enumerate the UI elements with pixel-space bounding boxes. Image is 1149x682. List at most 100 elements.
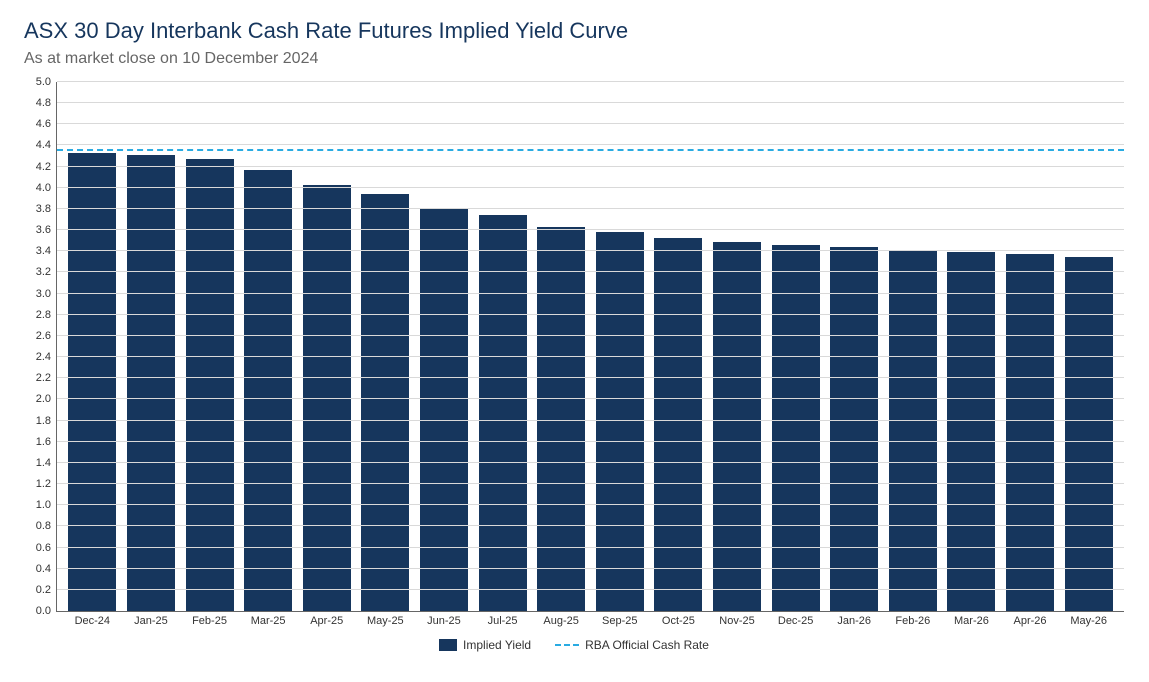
grid-line [57,166,1124,167]
bar-slot: Jun-25 [415,82,474,611]
legend: Implied Yield RBA Official Cash Rate [24,638,1124,652]
bar [68,153,116,611]
bar-slot: Apr-25 [297,82,356,611]
x-tick-label: Mar-26 [954,615,989,627]
y-tick-label: 4.0 [36,182,51,194]
x-tick-label: Jun-25 [427,615,461,627]
x-tick-label: Apr-26 [1014,615,1047,627]
legend-swatch-bar [439,639,457,651]
bar [1065,257,1113,611]
bar [889,250,937,611]
bar [772,245,820,611]
grid-line [57,335,1124,336]
bar-slot: Apr-26 [1001,82,1060,611]
grid-line [57,462,1124,463]
y-tick-label: 4.6 [36,118,51,130]
x-tick-label: Mar-25 [251,615,286,627]
bar-slot: Dec-24 [63,82,122,611]
grid-line [57,187,1124,188]
grid-line [57,547,1124,548]
x-tick-label: Feb-26 [895,615,930,627]
bar [479,215,527,611]
chart-container: Dec-24Jan-25Feb-25Mar-25Apr-25May-25Jun-… [24,82,1124,652]
x-tick-label: Apr-25 [310,615,343,627]
bar-slot: Aug-25 [532,82,591,611]
bar-slot: Sep-25 [590,82,649,611]
y-tick-label: 4.8 [36,97,51,109]
grid-line [57,81,1124,82]
y-tick-label: 3.0 [36,288,51,300]
y-tick-label: 0.8 [36,520,51,532]
bar-slot: May-25 [356,82,415,611]
bar-slot: Feb-25 [180,82,239,611]
y-tick-label: 1.2 [36,478,51,490]
x-tick-label: Nov-25 [719,615,754,627]
grid-line [57,377,1124,378]
legend-label: RBA Official Cash Rate [585,638,709,652]
grid-line [57,504,1124,505]
bar-slot: Feb-26 [884,82,943,611]
y-tick-label: 2.8 [36,309,51,321]
y-tick-label: 2.2 [36,372,51,384]
bar [127,155,175,611]
y-tick-label: 4.4 [36,139,51,151]
x-tick-label: Aug-25 [543,615,578,627]
bars-group: Dec-24Jan-25Feb-25Mar-25Apr-25May-25Jun-… [57,82,1124,611]
bar [420,208,468,611]
bar [1006,254,1054,611]
y-tick-label: 3.2 [36,266,51,278]
y-tick-label: 0.2 [36,584,51,596]
x-tick-label: Dec-24 [75,615,110,627]
bar [244,170,292,611]
grid-line [57,229,1124,230]
grid-line [57,420,1124,421]
grid-line [57,144,1124,145]
grid-line [57,314,1124,315]
x-tick-label: May-25 [367,615,404,627]
y-tick-label: 5.0 [36,76,51,88]
bar [713,242,761,611]
grid-line [57,525,1124,526]
y-tick-label: 3.4 [36,245,51,257]
bar-slot: May-26 [1059,82,1118,611]
y-tick-label: 4.2 [36,161,51,173]
y-tick-label: 2.0 [36,393,51,405]
legend-swatch-line [555,644,579,646]
legend-item-rba-rate: RBA Official Cash Rate [555,638,709,652]
bar-slot: Jan-26 [825,82,884,611]
grid-line [57,441,1124,442]
y-tick-label: 0.4 [36,563,51,575]
y-tick-label: 2.6 [36,330,51,342]
grid-line [57,398,1124,399]
bar-slot: Mar-25 [239,82,298,611]
bar [361,194,409,611]
plot-area: Dec-24Jan-25Feb-25Mar-25Apr-25May-25Jun-… [56,82,1124,612]
bar [830,247,878,611]
grid-line [57,293,1124,294]
bar-slot: Jan-25 [122,82,181,611]
bar-slot: Dec-25 [766,82,825,611]
bar [596,232,644,611]
legend-label: Implied Yield [463,638,531,652]
reference-line [57,149,1124,151]
grid-line [57,250,1124,251]
grid-line [57,483,1124,484]
bar [186,159,234,611]
x-tick-label: Jan-26 [837,615,871,627]
y-tick-label: 2.4 [36,351,51,363]
chart-title: ASX 30 Day Interbank Cash Rate Futures I… [24,18,1125,44]
y-tick-label: 1.8 [36,415,51,427]
x-tick-label: Jan-25 [134,615,168,627]
x-tick-label: Feb-25 [192,615,227,627]
bar-slot: Mar-26 [942,82,1001,611]
grid-line [57,589,1124,590]
bar [947,252,995,611]
grid-line [57,271,1124,272]
grid-line [57,208,1124,209]
y-tick-label: 0.6 [36,542,51,554]
grid-line [57,123,1124,124]
y-tick-label: 1.6 [36,436,51,448]
x-tick-label: Sep-25 [602,615,637,627]
x-tick-label: Oct-25 [662,615,695,627]
grid-line [57,356,1124,357]
